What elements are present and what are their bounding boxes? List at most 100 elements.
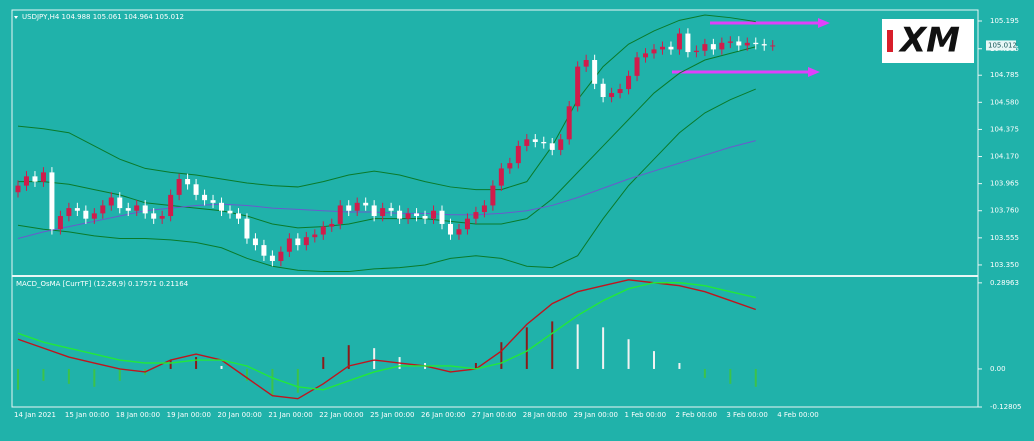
logo-box	[882, 19, 974, 63]
candle-body	[151, 213, 157, 219]
x-tick-label: 25 Jan 00:00	[370, 411, 414, 419]
histogram-bar	[220, 365, 223, 369]
candle-body	[23, 176, 29, 186]
candle-body	[464, 218, 470, 230]
y-tick-label: 0.00	[990, 365, 1006, 373]
y-tick-label: 103.965	[990, 180, 1019, 188]
candle-body	[473, 212, 479, 219]
x-tick-label: 1 Feb 00:00	[625, 411, 666, 419]
candle-body	[176, 179, 182, 195]
candle-body	[626, 75, 632, 90]
histogram-bar	[551, 321, 554, 369]
overlay-line	[18, 46, 756, 229]
macd-title: MACD_OsMA [CurrTF] (12,26,9) 0.17571 0.2…	[16, 280, 189, 288]
histogram-bar	[195, 357, 198, 369]
histogram-bar	[754, 368, 757, 387]
candle-body	[312, 234, 318, 238]
candle-body	[57, 216, 63, 230]
candle-body	[414, 213, 420, 217]
y-tick-label: -0.12805	[990, 403, 1021, 411]
x-tick-label: 15 Jan 00:00	[65, 411, 109, 419]
candle-body	[719, 42, 725, 50]
histogram-bar	[67, 368, 70, 384]
candle-body	[210, 200, 216, 203]
candle-body	[117, 197, 123, 209]
histogram-bar	[474, 363, 477, 369]
candle-body	[761, 44, 767, 46]
histogram-bar	[17, 368, 19, 390]
candle-body	[134, 205, 140, 211]
candle-body	[524, 139, 530, 146]
candle-body	[363, 202, 369, 206]
x-tick-label: 26 Jan 00:00	[421, 411, 465, 419]
candle-body	[702, 44, 708, 51]
y-tick-label: 104.580	[990, 98, 1019, 106]
y-tick-label: 103.760	[990, 207, 1019, 215]
candle-body	[40, 172, 46, 182]
x-tick-label: 21 Jan 00:00	[268, 411, 312, 419]
histogram-bar	[576, 324, 579, 369]
candle-body	[159, 216, 165, 219]
candle-body	[278, 251, 284, 261]
x-tick-label: 27 Jan 00:00	[472, 411, 516, 419]
candle-body	[286, 238, 292, 252]
candle-body	[346, 205, 352, 211]
candle-body	[295, 238, 301, 246]
candle-body	[693, 50, 699, 53]
candle-body	[456, 229, 462, 235]
candle-body	[388, 208, 394, 211]
y-tick-label: 105.195	[990, 17, 1019, 25]
chart-title: USDJPY,H4 104.988 105.061 104.964 105.01…	[22, 13, 184, 21]
histogram-bar	[678, 363, 681, 369]
candle-body	[100, 205, 106, 214]
candle-body	[617, 89, 623, 94]
candle-body	[337, 205, 343, 224]
histogram-bar	[373, 348, 376, 369]
histogram-bar	[525, 327, 528, 369]
candle-body	[235, 213, 241, 219]
candle-body	[269, 255, 275, 261]
candle-body	[507, 163, 513, 169]
candle-body	[227, 210, 233, 214]
macd-line	[17, 279, 756, 400]
candle-body	[303, 237, 309, 246]
candle-body	[66, 208, 72, 217]
histogram-bar	[271, 368, 274, 396]
candle-body	[244, 218, 250, 239]
x-tick-label: 22 Jan 00:00	[319, 411, 363, 419]
logo-mark	[887, 30, 893, 52]
macd-line	[17, 282, 756, 391]
candle-body	[490, 185, 496, 206]
menu-arrow	[14, 16, 18, 19]
histogram-bar	[296, 368, 299, 393]
candle-body	[329, 223, 335, 227]
candle-body	[219, 202, 225, 211]
histogram-bar	[245, 368, 248, 381]
histogram-bar	[602, 327, 605, 369]
candle-body	[583, 59, 589, 67]
candle-body	[770, 45, 776, 47]
candle-body	[600, 83, 606, 98]
candle-body	[397, 210, 403, 219]
candle-body	[371, 205, 377, 217]
candle-body	[49, 172, 55, 230]
histogram-bar	[627, 339, 630, 369]
candle-body	[515, 145, 521, 164]
candle-body	[532, 139, 538, 142]
candle-body	[634, 57, 640, 76]
price-tag-box	[986, 40, 1016, 51]
candle-body	[91, 213, 97, 219]
candle-body	[651, 49, 657, 54]
candle-body	[142, 205, 148, 214]
histogram-bar	[653, 351, 655, 369]
arrows	[672, 18, 830, 77]
x-tick-label: 2 Feb 00:00	[675, 411, 716, 419]
x-tick-label: 20 Jan 00:00	[218, 411, 262, 419]
overlay-line	[17, 140, 756, 239]
candle-body	[447, 223, 453, 235]
x-tick-label: 14 Jan 2021	[14, 411, 56, 419]
histogram-bar	[169, 360, 172, 369]
candle-body	[15, 185, 21, 193]
candle-body	[252, 238, 258, 246]
